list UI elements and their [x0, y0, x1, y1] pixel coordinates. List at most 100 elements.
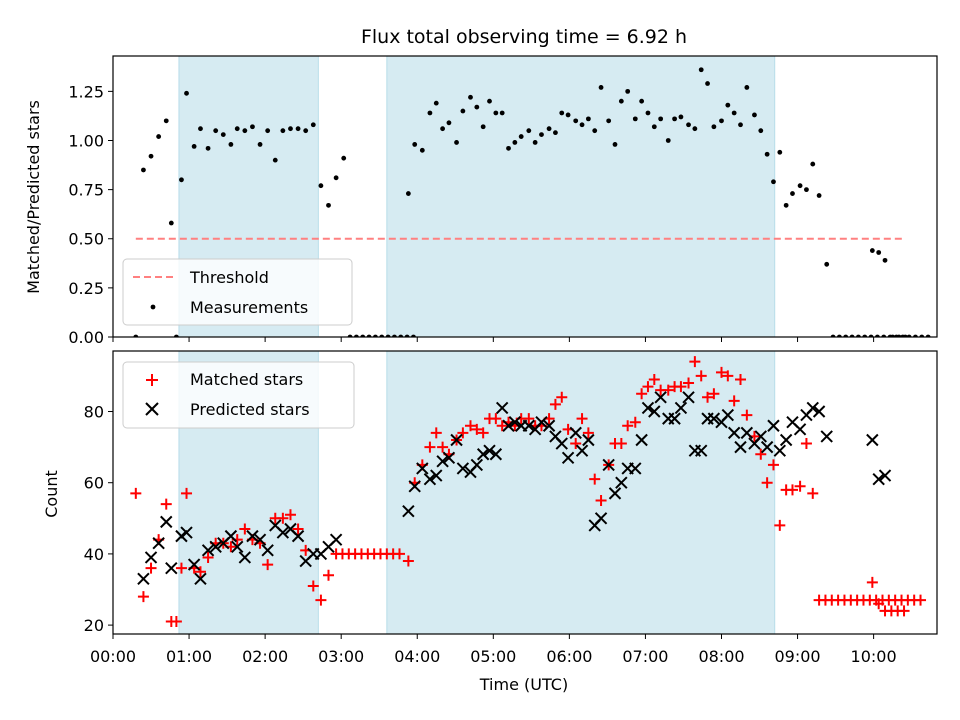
predicted-star-point	[806, 401, 819, 415]
measurement-point	[168, 220, 174, 226]
predicted-star-point	[542, 419, 556, 432]
matched-star-point	[477, 427, 489, 439]
measurement-point	[625, 88, 631, 94]
x-tick-label: 02:00	[242, 647, 288, 666]
measurement-point	[468, 94, 473, 100]
measurement-point	[333, 175, 339, 181]
measurement-point	[198, 126, 203, 132]
legend-predicted-label: Predicted stars	[190, 400, 310, 419]
plot-frame	[112, 350, 938, 635]
matched-star-point	[622, 420, 634, 432]
predicted-star-point	[641, 401, 655, 415]
measurement-point	[487, 98, 492, 104]
measurement-point	[573, 118, 579, 124]
measurement-point	[783, 202, 789, 208]
predicted-star-point	[470, 458, 484, 472]
legend-measurements-swatch	[150, 304, 156, 310]
measurement-point	[882, 257, 888, 263]
matched-star-point	[160, 498, 172, 510]
matched-star-point	[761, 477, 773, 489]
predicted-star-point	[779, 433, 793, 447]
matched-star-point	[471, 423, 483, 435]
predicted-star-point	[668, 412, 681, 425]
measurement-point	[242, 128, 248, 134]
matched-star-point	[915, 594, 927, 606]
predicted-star-point	[674, 401, 688, 415]
matched-star-point	[794, 480, 806, 492]
y-tick-label: 1.25	[68, 82, 104, 101]
matched-star-point	[898, 605, 910, 617]
matched-star-point	[284, 509, 296, 521]
predicted-star-point	[456, 462, 470, 475]
predicted-star-point	[522, 419, 536, 432]
legend-measurements-label: Measurements	[190, 298, 308, 317]
measurement-point	[412, 142, 418, 147]
matched-star-point	[786, 484, 798, 496]
measurement-point	[460, 108, 466, 114]
measurement-point	[318, 183, 324, 189]
measurement-point	[565, 112, 571, 118]
bottom-ylabel: Count	[42, 470, 61, 518]
predicted-star-point	[291, 529, 305, 543]
measurement-point	[705, 81, 710, 86]
predicted-star-point	[502, 419, 515, 432]
measurement-point	[148, 153, 154, 159]
matched-star-point	[496, 420, 508, 432]
matched-star-point	[315, 594, 327, 606]
matched-star-point	[170, 616, 182, 628]
x-tick-label: 04:00	[394, 647, 440, 666]
measurement-point	[326, 202, 331, 208]
matched-star-point	[402, 555, 414, 567]
measurement-point	[518, 134, 524, 139]
measurement-point	[810, 161, 816, 167]
matched-star-point	[292, 523, 304, 535]
matched-star-point	[642, 381, 654, 393]
matched-star-point	[145, 562, 157, 574]
measurement-point	[539, 132, 544, 138]
matched-star-point	[549, 398, 561, 410]
measurement-point	[678, 114, 684, 120]
measurement-point	[618, 98, 624, 104]
matched-star-point	[194, 566, 206, 578]
predicted-star-point	[180, 526, 193, 539]
measurement-point	[869, 248, 875, 253]
matched-star-point	[722, 370, 734, 382]
measurement-point	[156, 134, 162, 139]
predicted-star-point	[707, 412, 721, 425]
predicted-star-point	[261, 544, 274, 557]
measurement-point	[234, 126, 240, 132]
measurement-point	[454, 140, 459, 145]
measurement-point	[191, 143, 197, 149]
matched-star-point	[689, 356, 701, 368]
predicted-star-point	[442, 451, 456, 464]
legend-predicted-swatch	[145, 402, 159, 416]
predicted-star-point	[820, 430, 833, 443]
predicted-star-point	[734, 440, 747, 454]
predicted-star-point	[144, 551, 158, 564]
matched-star-point	[437, 441, 449, 453]
predicted-star-point	[201, 544, 215, 557]
measurement-point	[228, 142, 234, 147]
legend-matched-swatch	[146, 374, 158, 386]
predicted-star-point	[430, 469, 443, 482]
predicted-star-point	[165, 561, 178, 575]
legend-matched-label: Matched stars	[190, 370, 303, 389]
matched-star-point	[277, 512, 289, 524]
x-axis-label: Time (UTC)	[479, 675, 568, 694]
predicted-star-point	[767, 419, 780, 432]
matched-star-point	[629, 416, 641, 428]
measurement-point	[692, 126, 698, 132]
predicted-star-point	[483, 444, 496, 457]
top-panel: 0.00 0.25 0.50 0.75 1.00 1.25	[68, 55, 938, 347]
measurement-point	[272, 157, 278, 163]
predicted-star-point	[561, 451, 575, 464]
matched-star-point	[570, 438, 582, 450]
predicted-star-point	[224, 529, 238, 543]
measurement-point	[764, 151, 770, 157]
x-tick-label: 08:00	[698, 647, 744, 666]
predicted-star-point	[773, 444, 787, 457]
x-tick-label: 05:00	[470, 647, 516, 666]
matched-star-point	[715, 366, 727, 378]
predicted-star-point	[695, 444, 708, 457]
matched-star-point	[695, 370, 707, 382]
